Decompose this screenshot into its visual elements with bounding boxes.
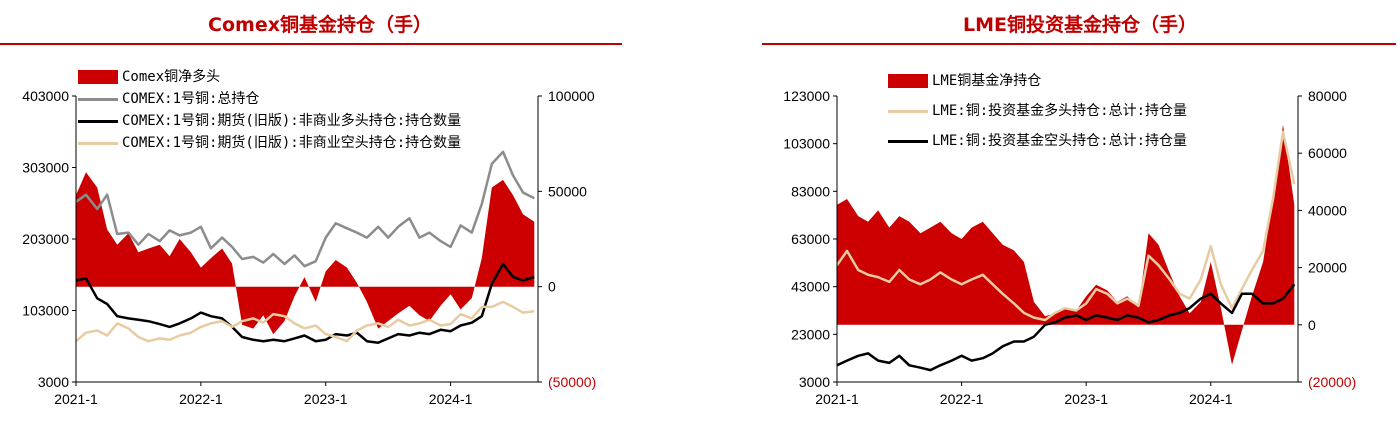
lme-right-tick-label: (20000) [1308, 374, 1356, 390]
comex-chart: 403000 303000 203000 103000 3000 100000 50000 0… [22, 88, 596, 407]
comex-right-tick-label: 50000 [548, 183, 587, 199]
lme-chart: 123000 103000 83000 63000 43000 23000 3000 8000… [783, 88, 1356, 407]
comex-x-tick-label: 2024-1 [429, 391, 473, 407]
lme-left-tick-label: 83000 [791, 183, 830, 199]
lme-line-series-0 [835, 130, 1296, 322]
comex-x-tick-label: 2023-1 [304, 391, 348, 407]
comex-panel: Comex铜基金持仓（手） 403000 303000 203000 103000 30… [0, 0, 640, 436]
legend-swatch [888, 74, 928, 88]
comex-legend-item-noncomm-short: COMEX:1号铜:期货(旧版):非商业空头持仓:持仓数量 [78, 132, 461, 154]
lme-legend-item-long: LME:铜:投资基金多头持仓:总计:持仓量 [888, 96, 1187, 126]
lme-legend-item-net: LME铜基金净持仓 [888, 66, 1187, 96]
legend-swatch [78, 141, 118, 145]
comex-left-tick-label: 3000 [38, 374, 69, 390]
legend-swatch [78, 70, 118, 84]
lme-chart-title: LME铜投资基金持仓（手） [963, 14, 1197, 36]
lme-title-rule [762, 43, 1396, 45]
lme-legend-item-short: LME:铜:投资基金空头持仓:总计:持仓量 [888, 126, 1187, 156]
legend-swatch [78, 119, 118, 123]
lme-area-series-0 [837, 124, 1295, 365]
legend-label: LME:铜:投资基金多头持仓:总计:持仓量 [932, 103, 1188, 119]
legend-swatch [78, 97, 118, 101]
comex-legend-item-total-oi: COMEX:1号铜:总持仓 [78, 88, 461, 110]
lme-right-tick-label: 0 [1308, 317, 1316, 333]
comex-line-series-2 [75, 300, 535, 343]
comex-line-series-0 [75, 150, 535, 268]
lme-line-series-1 [836, 283, 1296, 372]
comex-x-tick-label: 2022-1 [179, 391, 223, 407]
lme-left-tick-label: 43000 [791, 279, 830, 295]
comex-x-tick-label: 2021-1 [54, 391, 98, 407]
comex-left-tick-label: 403000 [22, 88, 69, 104]
lme-left-tick-label: 103000 [783, 136, 830, 152]
lme-x-tick-label: 2024-1 [1189, 391, 1233, 407]
comex-left-tick-label: 103000 [22, 303, 69, 319]
comex-chart-title: Comex铜基金持仓（手） [208, 14, 432, 36]
legend-label: COMEX:1号铜:期货(旧版):非商业多头持仓:持仓数量 [122, 113, 462, 129]
legend-swatch [888, 109, 928, 113]
lme-left-tick-label: 123000 [783, 88, 830, 104]
comex-title-rule [0, 43, 622, 45]
lme-left-tick-label: 3000 [799, 374, 830, 390]
legend-label: COMEX:1号铜:期货(旧版):非商业空头持仓:持仓数量 [122, 135, 462, 151]
lme-x-tick-label: 2022-1 [940, 391, 984, 407]
comex-right-tick-label: 0 [548, 279, 556, 295]
comex-area-series-0 [76, 172, 535, 335]
lme-right-tick-label: 40000 [1308, 202, 1347, 218]
lme-right-tick-label: 80000 [1308, 88, 1347, 104]
lme-left-tick-label: 63000 [791, 231, 830, 247]
lme-right-tick-label: 20000 [1308, 260, 1347, 276]
lme-panel: LME铜投资基金持仓（手） 123000 103000 83000 63000 4300… [760, 0, 1400, 436]
legend-label: COMEX:1号铜:总持仓 [122, 91, 260, 107]
comex-right-tick-label: 100000 [548, 88, 595, 104]
lme-x-tick-label: 2021-1 [815, 391, 859, 407]
legend-label: Comex铜净多头 [122, 69, 221, 85]
legend-swatch [888, 139, 928, 143]
comex-legend-item-noncomm-long: COMEX:1号铜:期货(旧版):非商业多头持仓:持仓数量 [78, 110, 461, 132]
comex-line-series-1 [75, 262, 535, 344]
legend-label: LME铜基金净持仓 [932, 73, 1042, 89]
comex-left-tick-label: 303000 [22, 160, 69, 176]
lme-right-tick-label: 60000 [1308, 145, 1347, 161]
lme-x-tick-label: 2023-1 [1064, 391, 1108, 407]
comex-legend: Comex铜净多头 COMEX:1号铜:总持仓 COMEX:1号铜:期货(旧版)… [78, 66, 461, 154]
legend-label: LME:铜:投资基金空头持仓:总计:持仓量 [932, 133, 1188, 149]
comex-right-tick-label: (50000) [548, 374, 596, 390]
lme-left-tick-label: 23000 [791, 326, 830, 342]
lme-legend: LME铜基金净持仓 LME:铜:投资基金多头持仓:总计:持仓量 LME:铜:投资… [888, 66, 1187, 156]
comex-legend-item-net-long: Comex铜净多头 [78, 66, 461, 88]
comex-left-tick-label: 203000 [22, 231, 69, 247]
